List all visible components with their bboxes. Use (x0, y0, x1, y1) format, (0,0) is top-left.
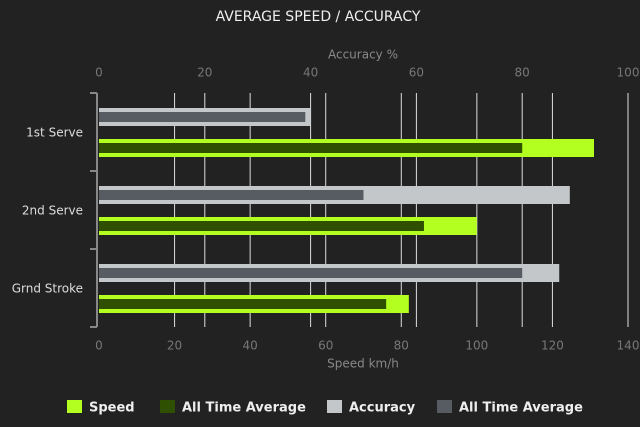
x-tick-label: 140 (617, 339, 640, 353)
y-tick-label: Grnd Stroke (12, 282, 83, 296)
bar (99, 299, 387, 309)
bar (99, 221, 424, 231)
x2-axis-label: Accuracy % (328, 48, 398, 62)
x-tick-label: 60 (318, 339, 333, 353)
legend-label: Speed (89, 401, 135, 416)
bar (99, 112, 306, 122)
legend-label: All Time Average (182, 401, 306, 416)
y-tick-label: 2nd Serve (22, 204, 83, 218)
x2-tick-label: 40 (303, 66, 318, 80)
y-tick-label: 1st Serve (26, 126, 83, 140)
bar (99, 143, 523, 153)
chart-title: AVERAGE SPEED / ACCURACY (216, 9, 421, 25)
legend-swatch (160, 400, 175, 413)
x-tick-label: 80 (394, 339, 409, 353)
legend-label: Accuracy (349, 401, 416, 416)
x-axis-label: Speed km/h (327, 357, 399, 371)
bar (99, 268, 523, 278)
x-tick-label: 40 (243, 339, 258, 353)
x2-tick-label: 0 (95, 66, 103, 80)
x2-tick-label: 80 (515, 66, 530, 80)
x-tick-label: 120 (541, 339, 564, 353)
legend-label: All Time Average (459, 401, 583, 416)
bar (99, 190, 364, 200)
x2-tick-label: 60 (409, 66, 424, 80)
legend-swatch (67, 400, 82, 413)
x2-tick-label: 20 (197, 66, 212, 80)
x-tick-label: 20 (167, 339, 182, 353)
x-tick-label: 100 (465, 339, 488, 353)
legend-swatch (437, 400, 452, 413)
legend-swatch (327, 400, 342, 413)
x2-tick-label: 100 (617, 66, 640, 80)
x-tick-label: 0 (95, 339, 103, 353)
